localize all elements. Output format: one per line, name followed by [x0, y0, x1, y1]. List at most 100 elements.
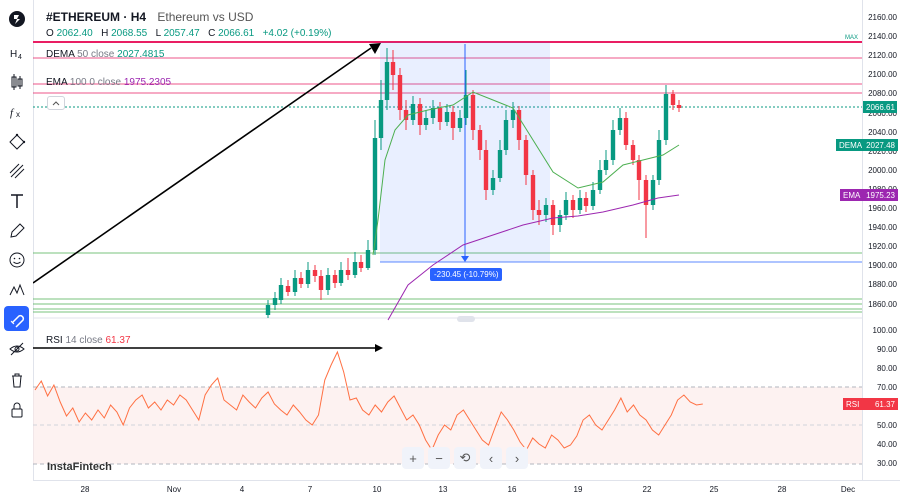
symbol-title[interactable]: #ETHEREUM · H4 Ethereum vs USD — [46, 10, 253, 24]
price-tick-label: 2120.00 — [868, 51, 897, 61]
candle-body — [457, 118, 463, 128]
chart-drawing[interactable] — [32, 0, 862, 480]
interval-separator: · — [120, 10, 131, 24]
candle-body — [312, 270, 318, 276]
time-tick-label: 16 — [507, 485, 517, 494]
candle-body — [516, 110, 522, 140]
ema-legend[interactable]: EMA 100 0 close 1975.2305 — [46, 77, 171, 88]
price-tick-label: 2100.00 — [868, 70, 897, 80]
svg-text:x: x — [16, 110, 20, 119]
price-tick-label: 2080.00 — [868, 89, 897, 99]
high-label: H — [101, 28, 109, 39]
zoom-in-button[interactable]: + — [402, 447, 424, 469]
dema-legend[interactable]: DEMA 50 close 2027.4815 — [46, 49, 164, 60]
candle-body — [358, 262, 364, 268]
candle-body — [617, 118, 623, 130]
price-tick-label: 2160.00 — [868, 13, 897, 22]
candle-body — [278, 285, 284, 300]
rsi-line — [34, 350, 703, 452]
price-tick-label: 2040.00 — [868, 127, 897, 137]
candle-body — [670, 94, 676, 105]
candle-body — [403, 110, 409, 120]
ema-name: EMA — [46, 77, 68, 88]
open-label: O — [46, 28, 54, 39]
svg-text:f: f — [10, 107, 15, 119]
low-value: 2057.47 — [163, 28, 200, 39]
patterns-icon[interactable] — [4, 277, 29, 302]
crosshair-icon[interactable] — [4, 129, 29, 154]
candle-body — [417, 104, 423, 125]
ema-line — [387, 194, 680, 321]
price-tick-label: 1860.00 — [868, 299, 897, 309]
time-tick-label: 28 — [777, 485, 787, 494]
candle-body — [423, 118, 429, 125]
scroll-right-button[interactable]: › — [506, 447, 528, 469]
ema-badge: EMA 1975.23 — [840, 189, 898, 201]
time-tick-label: 25 — [709, 485, 719, 494]
candle-body — [663, 94, 669, 140]
candle-body — [430, 108, 436, 118]
dema-line — [372, 91, 680, 256]
scroll-left-button[interactable]: ‹ — [480, 447, 502, 469]
pane-resize-handle[interactable] — [457, 316, 475, 322]
ema-value: 1975.2305 — [123, 77, 172, 88]
candle-body — [470, 95, 476, 130]
ema-params: 100 0 close — [69, 77, 122, 88]
svg-text:H: H — [10, 49, 17, 60]
candle-body — [285, 286, 291, 292]
trend-arrowhead — [369, 43, 381, 54]
rsi-tick-label: 90.00 — [876, 345, 897, 354]
price-tick-label: 1940.00 — [868, 223, 897, 233]
dema-badge-label: DEMA — [839, 140, 863, 150]
ohlc-legend: O 2062.40 H 2068.55 L 2057.47 C 2066.61 … — [46, 28, 332, 39]
rsi-tick-label: 70.00 — [876, 383, 897, 392]
zoom-out-button[interactable]: − — [428, 447, 450, 469]
brush-icon[interactable] — [4, 218, 29, 243]
rsi-tick-label: 80.00 — [876, 364, 897, 373]
magnet-icon[interactable] — [4, 306, 29, 331]
symbol-description: Ethereum vs USD — [157, 10, 254, 24]
candle-body — [292, 278, 298, 292]
candle-body — [450, 112, 456, 128]
trash-icon[interactable] — [4, 367, 29, 392]
candle-body — [577, 198, 583, 210]
logo-icon[interactable] — [4, 6, 29, 31]
reset-view-button[interactable]: ⟲ — [454, 447, 476, 469]
candle-body — [410, 104, 416, 120]
candle-body — [523, 140, 529, 175]
time-tick-label: 10 — [372, 485, 382, 494]
price-tick-label: 2020.00 — [868, 146, 897, 156]
time-tick-label: 7 — [307, 485, 313, 494]
dema-params: 50 close — [77, 49, 115, 60]
rsi-legend[interactable]: RSI 14 close 61.37 — [46, 335, 131, 346]
time-tick-label: 19 — [573, 485, 583, 494]
candle-body — [384, 62, 390, 100]
chart-type-icon[interactable] — [4, 69, 29, 94]
trend-line-icon[interactable] — [4, 158, 29, 183]
candle-body — [463, 95, 469, 118]
time-axis[interactable]: 28 Nov 4 7 10 13 16 19 22 25 28 Dec — [33, 480, 900, 497]
emoji-icon[interactable] — [4, 247, 29, 272]
last-price-badge: 2066.61 — [863, 101, 897, 113]
candle-body — [643, 180, 649, 205]
hide-icon[interactable] — [4, 336, 29, 361]
lock-icon[interactable] — [4, 397, 29, 422]
candle-body — [272, 298, 278, 305]
text-icon[interactable] — [4, 188, 29, 213]
time-tick-label: Nov — [166, 485, 182, 494]
dema-badge-value: 2027.48 — [866, 140, 895, 150]
ema-badge-value: 1975.23 — [866, 190, 895, 200]
dema-badge: DEMA 2027.48 — [836, 139, 898, 151]
candle-body — [597, 170, 603, 190]
price-tick-label: 1960.00 — [868, 204, 897, 213]
candle-body — [503, 120, 509, 150]
candle-body — [623, 118, 629, 145]
candle-body — [298, 278, 304, 284]
candle-body — [636, 160, 642, 180]
symbol-name: #ETHEREUM — [46, 10, 121, 24]
chart-canvas[interactable] — [32, 0, 862, 480]
collapse-legend-button[interactable] — [47, 96, 65, 110]
